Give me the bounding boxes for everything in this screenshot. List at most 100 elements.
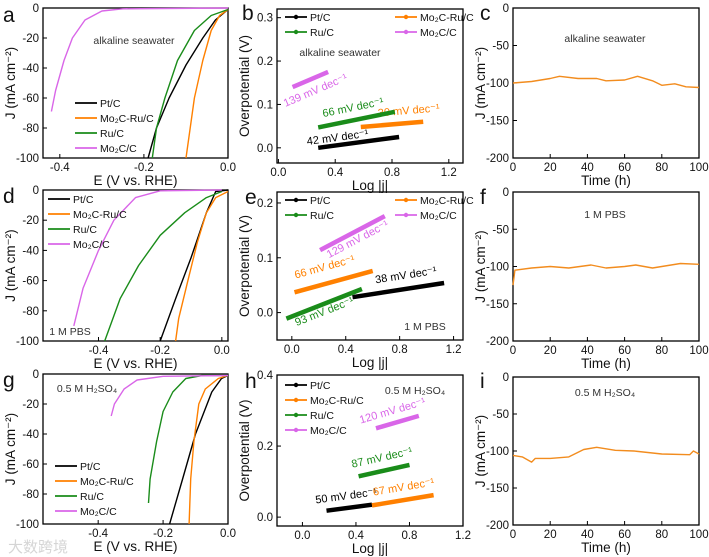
y-tick-label: 0.1 <box>257 253 273 265</box>
legend-item: Ru/C <box>48 224 97 236</box>
legend-label: Ru/C <box>310 27 334 39</box>
legend-item: Mo₂C/C <box>395 210 457 222</box>
x-tick-label: 20 <box>544 345 557 357</box>
panel-a: a -0.4 -0.2 0.0 0 -20 -40 -60 -80 -100 E (V vs. RH… <box>3 3 236 188</box>
legend-item: Pt/C <box>285 12 331 24</box>
series-line-mo-c-c <box>291 69 329 90</box>
electrolyte-label: 0.5 M H₂SO₄ <box>575 387 635 399</box>
legend-label: Pt/C <box>100 98 121 110</box>
plot-frame <box>276 191 464 341</box>
y-axis-label: J (mA cm⁻²) <box>3 413 18 485</box>
y-tick-label: -40 <box>22 245 39 257</box>
y-tick-label: 0.2 <box>257 56 273 68</box>
legend-label: Pt/C <box>310 195 331 207</box>
y-tick-label: 0.1 <box>257 99 273 111</box>
plot-frame <box>512 7 700 159</box>
y-tick-label: 0 <box>503 187 509 199</box>
legend-label: Ru/C <box>73 224 97 236</box>
electrolyte-label: 1 M PBS <box>584 209 625 221</box>
legend-label: Pt/C <box>80 461 101 473</box>
x-tick-label: 80 <box>655 345 668 357</box>
legend-item: Ru/C <box>75 128 124 140</box>
electrolyte-label: alkaline seawater <box>93 35 175 47</box>
x-tick-label: -0.4 <box>88 528 108 540</box>
x-tick-label: 0 <box>510 345 516 357</box>
legend-label: Pt/C <box>310 380 331 392</box>
y-tick-label: 0.0 <box>257 143 273 155</box>
legend-item: Mo₂C/C <box>75 143 137 155</box>
x-axis-label: Time (h) <box>581 540 631 555</box>
y-tick-label: 0.2 <box>257 441 273 453</box>
legend-label: Mo₂C-Ru/C <box>80 476 134 488</box>
panel-letter: d <box>3 185 15 208</box>
x-tick-label: 40 <box>581 529 594 541</box>
tafel-slope-label: 30 mV dec⁻¹ <box>377 102 440 119</box>
y-tick-label: -100 <box>16 336 39 348</box>
series-line-pt-c <box>317 134 400 151</box>
x-tick-label: 0.8 <box>392 344 408 356</box>
panel-e: e 0.0 0.4 0.8 1.2 0.0 0.1 0.2 Log |j| Overpotenti… <box>237 186 474 370</box>
y-axis-label: J (mA cm⁻²) <box>3 229 18 301</box>
series-line-stability <box>512 446 700 463</box>
x-tick-label: 100 <box>689 162 708 174</box>
series-line-mo-c-ru-c <box>188 374 229 525</box>
series-line-pt-c <box>159 189 229 342</box>
legend-label: Mo₂C-Ru/C <box>100 113 154 125</box>
legend-item: Pt/C <box>285 380 331 392</box>
y-tick-label: -150 <box>486 299 509 311</box>
y-tick-label: -60 <box>22 93 39 105</box>
legend-marker <box>293 14 299 20</box>
x-axis-label: E (V vs. RHE) <box>93 173 177 188</box>
legend-item: Mo₂C/C <box>55 506 117 518</box>
x-tick-label: 0.0 <box>220 162 236 174</box>
legend-marker <box>293 212 299 218</box>
y-tick-label: 0 <box>503 3 509 15</box>
y-tick-label: -80 <box>22 489 39 501</box>
y-tick-label: -200 <box>486 153 509 165</box>
legend-item: Mo₂C/C <box>395 27 457 39</box>
y-tick-label: -100 <box>486 262 509 274</box>
panel-letter: g <box>3 369 15 392</box>
legend-marker <box>403 14 409 20</box>
x-tick-label: 1.2 <box>446 344 462 356</box>
x-tick-label: 0.0 <box>214 345 230 357</box>
series-line-ru-c <box>147 374 228 504</box>
y-tick-label: -100 <box>16 519 39 531</box>
y-tick-label: -150 <box>486 483 509 495</box>
series-line-mo-c-c <box>375 413 420 431</box>
y-tick-label: -100 <box>486 78 509 90</box>
legend-marker <box>293 412 299 418</box>
x-axis-label: Log |j| <box>352 178 388 193</box>
series-line-ru-c <box>285 286 363 321</box>
x-tick-label: 80 <box>655 529 668 541</box>
series-line-ru-c <box>317 109 396 130</box>
series-line-pt-c <box>147 8 229 159</box>
series-line-mo-c-ru-c <box>174 190 229 342</box>
x-tick-label: -0.4 <box>89 345 109 357</box>
y-tick-label: 0 <box>33 369 39 381</box>
x-tick-label: -0.2 <box>153 528 173 540</box>
y-axis-label: Overpotential (V) <box>237 399 252 501</box>
plot-frame <box>42 189 229 342</box>
legend-item: Mo₂C-Ru/C <box>395 195 474 207</box>
y-tick-label: -60 <box>22 459 39 471</box>
y-tick-label: 0 <box>33 3 39 15</box>
legend-label: Mo₂C/C <box>310 425 347 437</box>
legend-marker <box>293 427 299 433</box>
y-tick-label: 0.0 <box>257 308 273 320</box>
x-axis-label: Log |j| <box>352 541 388 556</box>
panel-letter: e <box>245 186 257 209</box>
panel-g: g -0.4 -0.2 0.0 0 -20 -40 -60 -80 -100 E (V vs. RH… <box>3 369 236 554</box>
legend-marker <box>293 29 299 35</box>
y-tick-label: 0 <box>33 185 39 197</box>
legend-label: Mo₂C-Ru/C <box>73 209 127 221</box>
x-tick-label: 0.8 <box>384 167 400 179</box>
y-tick-label: -20 <box>22 215 39 227</box>
legend-label: Mo₂C/C <box>420 210 457 222</box>
y-axis-label: Overpotential (V) <box>237 215 252 317</box>
y-axis-label: J (mA cm⁻²) <box>3 47 18 119</box>
series-line-stability <box>512 75 700 89</box>
